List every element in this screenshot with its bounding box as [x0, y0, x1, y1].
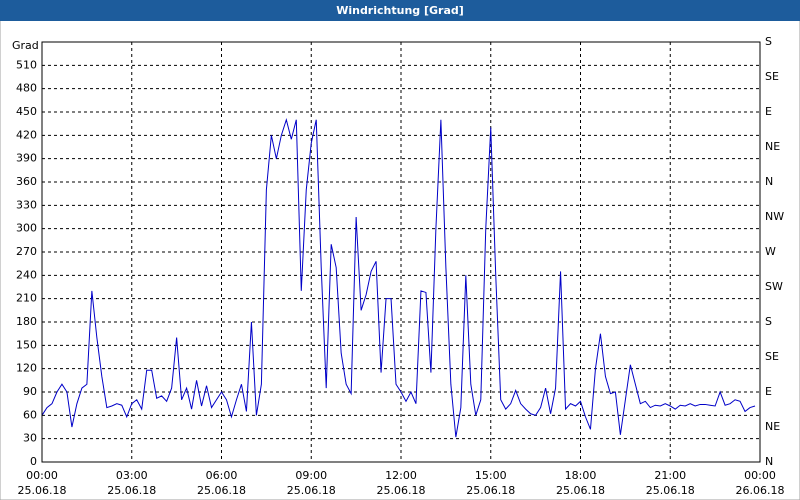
y2-tick-label: E — [765, 105, 772, 118]
y-tick-label: 330 — [16, 198, 37, 211]
x-tick-label: 12:00 — [385, 469, 417, 482]
y2-tick-label: N — [765, 175, 773, 188]
y2-tick-label: W — [765, 245, 776, 258]
x-tick-label: 09:00 — [295, 469, 327, 482]
y-tick-label: 270 — [16, 245, 37, 258]
x-tick-label: 00:00 — [744, 469, 776, 482]
y-tick-label: 120 — [16, 362, 37, 375]
y-tick-label: 480 — [16, 82, 37, 95]
x-tick-date: 25.06.18 — [377, 484, 426, 497]
x-tick-date: 25.06.18 — [287, 484, 336, 497]
y-tick-label: 300 — [16, 222, 37, 235]
plot-border — [41, 41, 761, 463]
y-tick-label: 180 — [16, 315, 37, 328]
y-tick-label: 510 — [16, 58, 37, 71]
y2-tick-label: S — [765, 315, 772, 328]
y-tick-label: 360 — [16, 175, 37, 188]
x-tick-date: 25.06.18 — [466, 484, 515, 497]
x-tick-date: 25.06.18 — [556, 484, 605, 497]
chart-title: Windrichtung [Grad] — [336, 4, 464, 17]
y-axis-label: Grad — [12, 39, 39, 52]
y-tick-label: 390 — [16, 152, 37, 165]
y2-tick-label: SE — [765, 70, 779, 83]
y-tick-label: 240 — [16, 268, 37, 281]
y-tick-label: 90 — [23, 385, 37, 398]
y2-tick-label: NE — [765, 140, 780, 153]
x-tick-label: 21:00 — [654, 469, 686, 482]
x-tick-date: 25.06.18 — [18, 484, 67, 497]
x-tick-date: 25.06.18 — [646, 484, 695, 497]
x-tick-label: 03:00 — [116, 469, 148, 482]
title-bar — [0, 0, 800, 21]
y-tick-label: 210 — [16, 292, 37, 305]
x-tick-date: 25.06.18 — [197, 484, 246, 497]
y-tick-label: 150 — [16, 338, 37, 351]
y2-tick-label: E — [765, 385, 772, 398]
y-tick-label: 60 — [23, 408, 37, 421]
y-tick-label: 450 — [16, 105, 37, 118]
x-tick-label: 06:00 — [206, 469, 238, 482]
y2-tick-label: NE — [765, 420, 780, 433]
x-tick-label: 00:00 — [26, 469, 58, 482]
y-tick-label: 30 — [23, 432, 37, 445]
x-tick-date: 25.06.18 — [107, 484, 156, 497]
y2-tick-label: S — [765, 35, 772, 48]
x-tick-date: 26.06.18 — [736, 484, 785, 497]
x-tick-label: 15:00 — [475, 469, 507, 482]
x-tick-label: 18:00 — [565, 469, 597, 482]
data-line — [41, 117, 756, 438]
y2-tick-label: N — [765, 455, 773, 468]
y-tick-label: 0 — [30, 455, 37, 468]
y-tick-label: 420 — [16, 128, 37, 141]
y2-tick-label: SW — [765, 280, 783, 293]
y2-tick-label: NW — [765, 210, 784, 223]
y2-tick-label: SE — [765, 350, 779, 363]
